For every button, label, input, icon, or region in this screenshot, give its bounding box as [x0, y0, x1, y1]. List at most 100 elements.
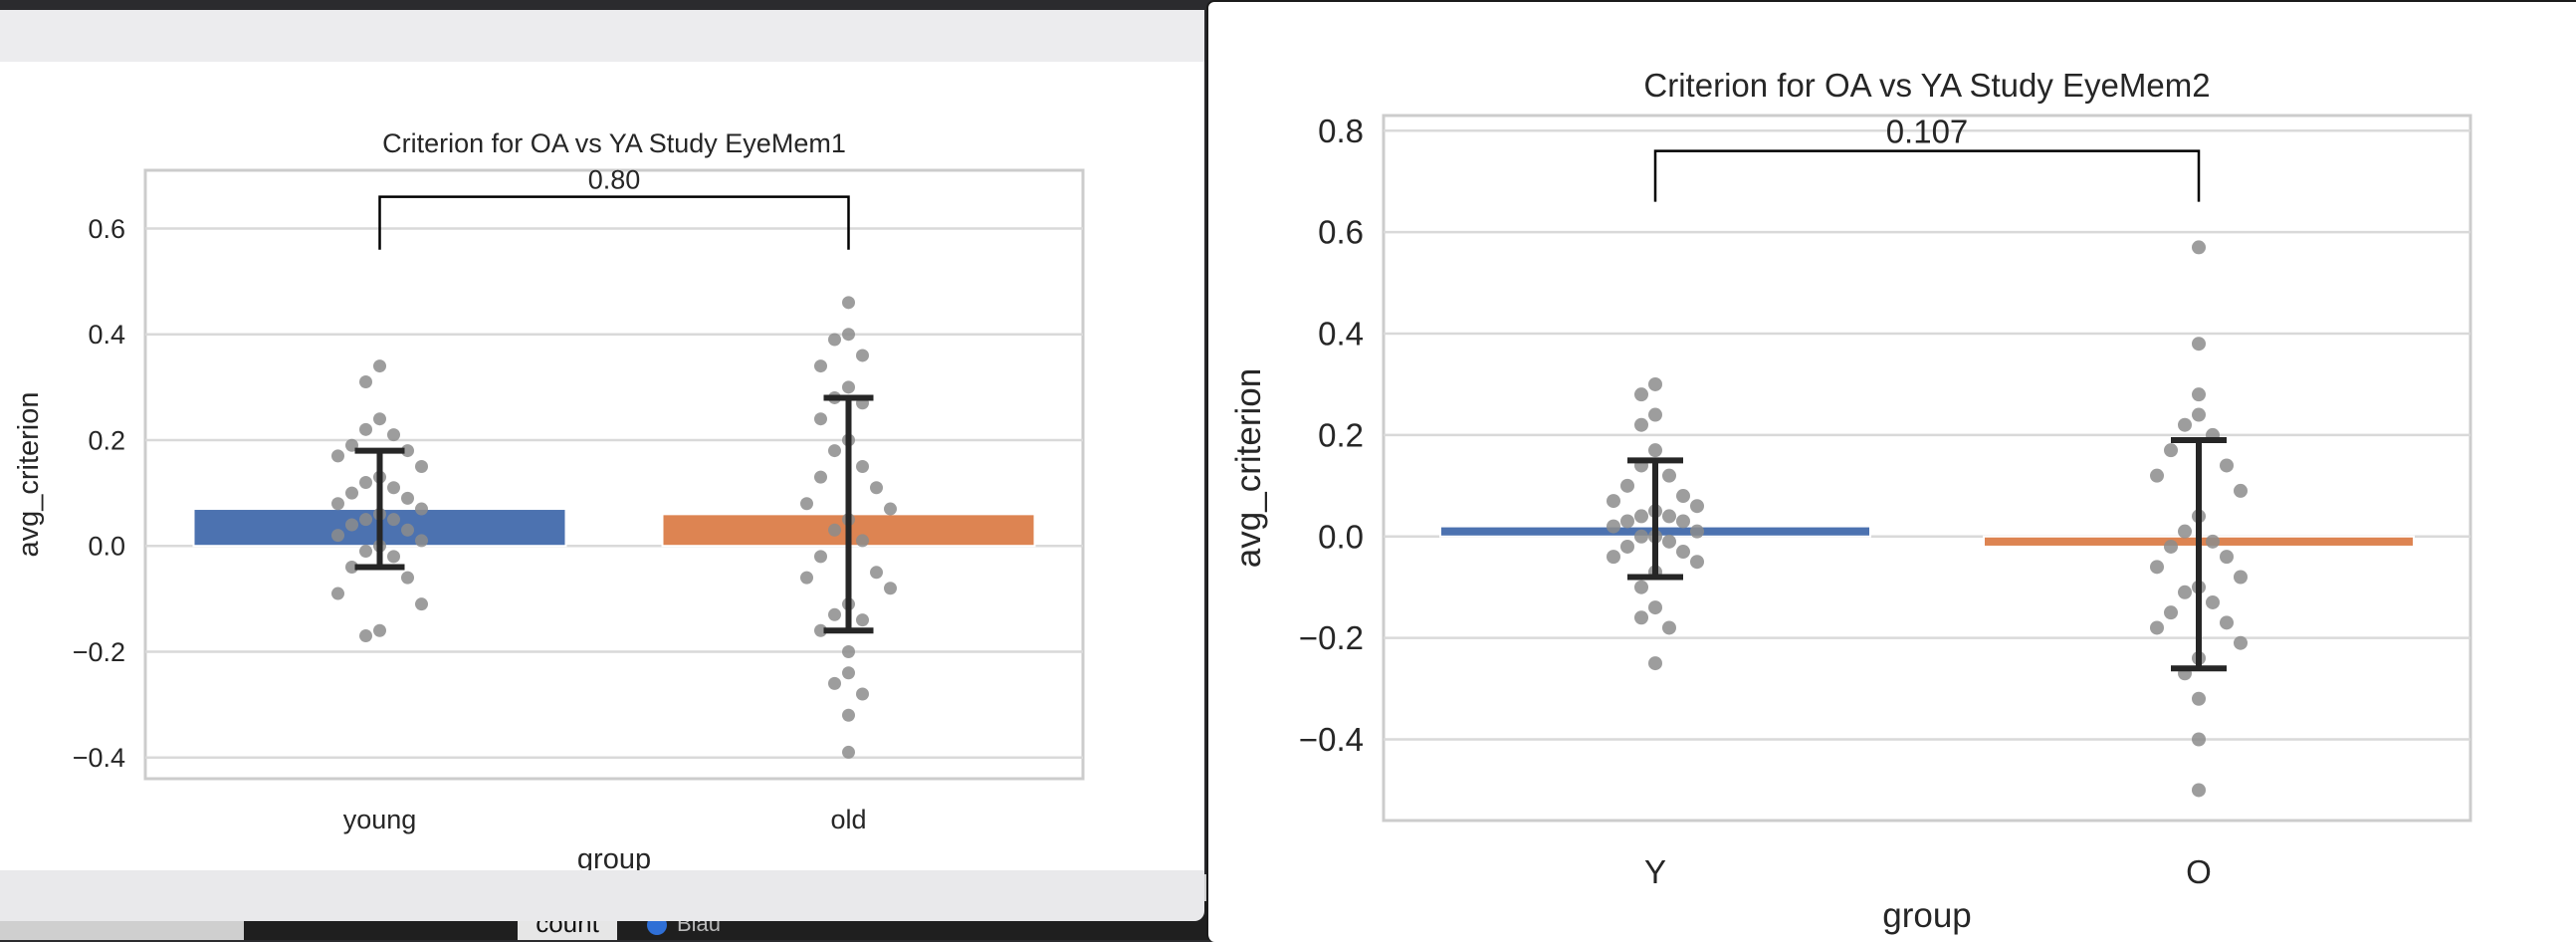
data-point: [1648, 600, 1662, 615]
data-point: [1634, 509, 1648, 524]
data-point: [331, 497, 344, 511]
data-point: [1620, 478, 1634, 493]
data-point: [415, 597, 428, 611]
data-point: [359, 513, 372, 527]
data-point: [2178, 417, 2192, 432]
data-point: [828, 444, 841, 458]
data-point: [2192, 783, 2206, 798]
significance-bracket: [1653, 149, 2201, 202]
data-point: [345, 560, 358, 574]
y-tick-label: −0.4: [1299, 721, 1364, 758]
data-point: [2206, 594, 2220, 609]
data-point: [2178, 524, 2192, 539]
data-point: [373, 412, 386, 426]
data-point: [1634, 387, 1648, 402]
data-point: [331, 587, 344, 600]
data-point: [401, 491, 414, 505]
chart-title: Criterion for OA vs YA Study EyeMem1: [382, 128, 846, 158]
x-tick-label: Y: [1644, 853, 1666, 890]
data-point: [828, 523, 841, 537]
data-point: [2164, 539, 2178, 554]
data-point: [2150, 560, 2164, 575]
x-tick-label: young: [343, 805, 417, 834]
data-point: [1607, 519, 1620, 534]
data-point: [2206, 534, 2220, 549]
data-point: [1690, 499, 1704, 514]
y-tick-label: 0.6: [1318, 214, 1364, 251]
chart-eyemem2: 0.8 0.6 0.4 0.2 0.0 −0.2 −0.4 0.107 Criterion fo…: [1229, 67, 2472, 935]
y-tick-label: 0.8: [1318, 113, 1364, 149]
y-axis-label: avg_criterion: [13, 391, 45, 557]
data-point: [359, 375, 372, 389]
data-point: [415, 502, 428, 516]
y-axis-label: avg_criterion: [1229, 368, 1268, 568]
data-point: [1648, 407, 1662, 422]
y-tick-label: 0.4: [1318, 316, 1364, 353]
data-point: [345, 486, 358, 500]
data-point: [856, 349, 869, 362]
y-tick-label: 0.2: [1318, 416, 1364, 453]
data-point: [842, 745, 855, 759]
data-point: [1676, 545, 1690, 560]
significance-label: 0.80: [588, 165, 641, 195]
data-point: [828, 607, 841, 621]
data-point: [2192, 387, 2206, 402]
data-point: [2192, 691, 2206, 706]
y-tick-label: −0.2: [1299, 619, 1364, 656]
data-point: [800, 571, 813, 585]
data-point: [842, 380, 855, 394]
data-point: [814, 550, 827, 564]
data-point: [856, 534, 869, 548]
data-point: [2192, 407, 2206, 422]
data-point: [856, 613, 869, 627]
data-point: [1676, 514, 1690, 529]
data-point: [415, 460, 428, 474]
chart-title: Criterion for OA vs YA Study EyeMem2: [1643, 67, 2210, 104]
data-point: [345, 518, 358, 532]
figure-window-eyemem1[interactable]: 0.6 0.4 0.2 0.0 −0.2 −0.4 0.80 Criterion for OA…: [0, 10, 1204, 921]
significance-label: 0.107: [1886, 114, 1969, 150]
data-point: [2220, 458, 2234, 473]
x-axis-label: group: [1882, 896, 1972, 935]
data-point: [387, 481, 400, 495]
data-point: [814, 623, 827, 637]
data-point: [331, 449, 344, 463]
data-point: [373, 359, 386, 373]
data-point: [828, 333, 841, 347]
y-tick-label: 0.0: [88, 532, 125, 562]
data-point: [1607, 494, 1620, 509]
data-point: [1634, 529, 1648, 544]
data-point: [359, 422, 372, 436]
data-point: [856, 460, 869, 474]
data-point: [1662, 468, 1676, 483]
data-point: [2192, 732, 2206, 747]
window-titlebar[interactable]: [0, 10, 1204, 62]
data-point: [814, 470, 827, 484]
data-point: [884, 582, 897, 595]
data-point: [2164, 605, 2178, 620]
data-point: [359, 475, 372, 489]
data-point: [870, 481, 883, 495]
data-point: [387, 550, 400, 564]
data-point: [415, 534, 428, 548]
data-point: [842, 328, 855, 342]
data-point: [842, 708, 855, 722]
data-point: [1634, 417, 1648, 432]
data-point: [2150, 620, 2164, 635]
data-point: [1607, 550, 1620, 565]
data-point: [2164, 443, 2178, 458]
data-point: [373, 623, 386, 637]
data-point: [1690, 555, 1704, 570]
x-tick-label: O: [2186, 853, 2212, 890]
data-point: [1634, 580, 1648, 594]
y-tick-label: −0.4: [73, 743, 125, 773]
data-point: [842, 296, 855, 310]
data-point: [331, 529, 344, 543]
data-point: [2234, 570, 2248, 585]
data-point: [814, 412, 827, 426]
data-point: [842, 644, 855, 658]
data-point: [1620, 514, 1634, 529]
data-point: [2150, 468, 2164, 483]
figure-canvas: 0.6 0.4 0.2 0.0 −0.2 −0.4 0.80 Criterion for OA…: [0, 62, 1204, 875]
figure-window-eyemem2[interactable]: 0.8 0.6 0.4 0.2 0.0 −0.2 −0.4 0.107 Criterion fo…: [1206, 0, 2576, 942]
